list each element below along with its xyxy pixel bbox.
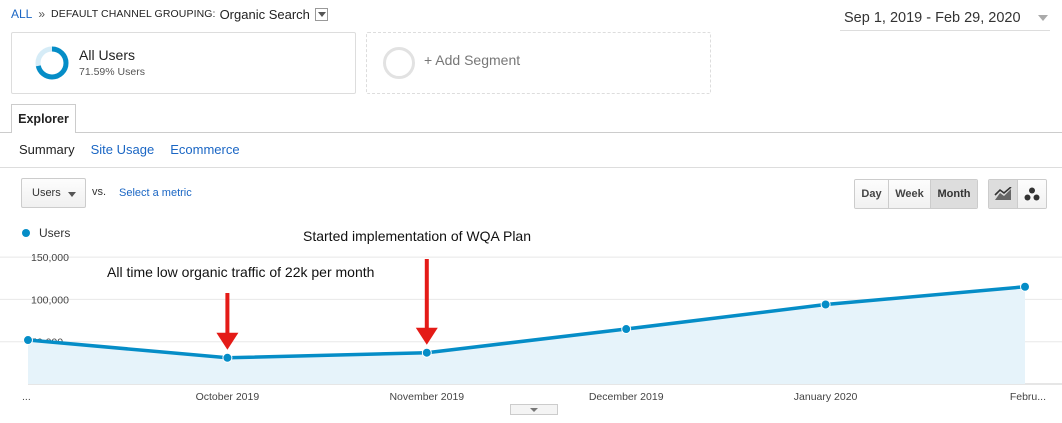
data-point[interactable] (421, 347, 432, 358)
expand-chart-toggle[interactable] (510, 404, 558, 415)
breadcrumb-all-link[interactable]: ALL (11, 7, 33, 21)
period-week-button[interactable]: Week (889, 180, 931, 208)
annotation-all-time-low: All time low organic traffic of 22k per … (107, 264, 375, 280)
legend-swatch-users (22, 229, 30, 237)
select-metric-link[interactable]: Select a metric (119, 187, 192, 199)
motion-chart-icon (1024, 187, 1040, 201)
breadcrumb: ALL » DEFAULT CHANNEL GROUPING: Organic … (11, 6, 328, 22)
motion-chart-button[interactable] (1018, 180, 1046, 208)
series-line-users (27, 285, 1026, 360)
annotation-arrow-head (216, 332, 239, 350)
x-tick-label: December 2019 (589, 391, 664, 403)
x-tick-label: ... (22, 391, 31, 403)
breadcrumb-value: Organic Search (219, 6, 310, 22)
subtab-ecommerce[interactable]: Ecommerce (170, 142, 240, 157)
x-tick-label: November 2019 (389, 391, 464, 403)
segment-all-users[interactable]: All Users 71.59% Users (11, 32, 356, 94)
annotation-arrow-head (415, 327, 438, 345)
data-point[interactable] (621, 324, 632, 335)
metric-select[interactable]: Users (21, 178, 86, 208)
x-tick-label: Febru... (1010, 391, 1046, 403)
segment-percentage: 71.59% Users (79, 66, 145, 78)
date-range-label: Sep 1, 2019 - Feb 29, 2020 (844, 9, 1021, 26)
chart-type-toggle (988, 179, 1047, 209)
data-point[interactable] (1020, 281, 1030, 292)
add-segment-button[interactable]: + Add Segment (366, 32, 711, 94)
period-day-button[interactable]: Day (855, 180, 889, 208)
vs-label: vs. (92, 186, 107, 198)
subtab-bar: Summary Site Usage Ecommerce (19, 142, 256, 157)
tab-explorer[interactable]: Explorer (11, 104, 76, 133)
breadcrumb-dimension: DEFAULT CHANNEL GROUPING: (51, 8, 216, 20)
x-tick-label: October 2019 (196, 391, 260, 403)
caret-down-icon (68, 192, 76, 197)
annotation-wqa-start: Started implementation of WQA Plan (303, 228, 531, 244)
y-tick-label: 150,000 (31, 252, 69, 264)
metric-select-value: Users (32, 187, 61, 199)
tab-divider (0, 132, 1062, 133)
y-tick-label: 100,000 (31, 294, 69, 306)
data-point[interactable] (23, 335, 33, 346)
empty-segment-icon (383, 47, 415, 79)
caret-down-icon (1038, 14, 1048, 21)
data-point[interactable] (222, 352, 233, 363)
subtab-site-usage[interactable]: Site Usage (90, 142, 155, 157)
segment-donut-icon (35, 46, 69, 80)
period-toggle: Day Week Month (854, 179, 978, 209)
line-chart-icon (994, 187, 1012, 200)
x-tick-label: January 2020 (794, 391, 858, 403)
chevron-down-icon[interactable] (314, 7, 328, 21)
subtab-summary[interactable]: Summary (19, 142, 75, 157)
chart-legend: Users (22, 226, 70, 240)
period-month-button[interactable]: Month (931, 180, 977, 208)
date-range-picker[interactable]: Sep 1, 2019 - Feb 29, 2020 (840, 5, 1050, 31)
subtab-divider (0, 167, 1062, 168)
segment-name: All Users (79, 47, 136, 63)
legend-label-users: Users (39, 226, 71, 240)
breadcrumb-separator: » (38, 7, 46, 21)
add-segment-label: + Add Segment (424, 52, 521, 68)
line-chart-button[interactable] (989, 180, 1018, 208)
data-point[interactable] (820, 299, 831, 310)
